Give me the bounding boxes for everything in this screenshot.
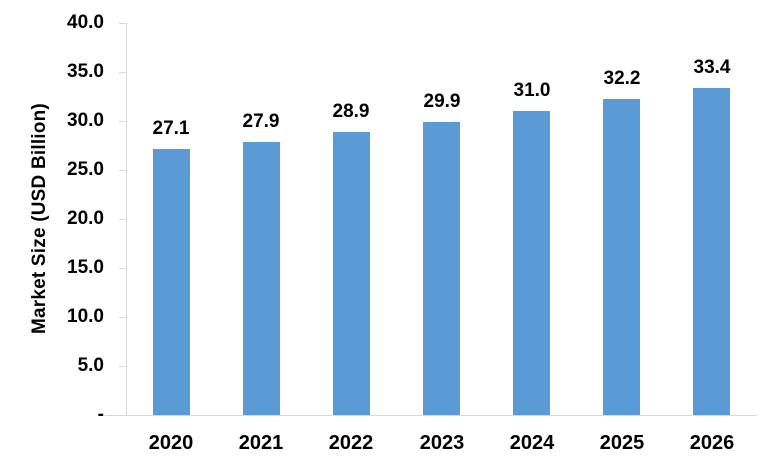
x-tick-label: 2025 [599,432,645,454]
bar-2025 [603,99,640,415]
bar-value-label: 32.2 [603,68,641,89]
x-tick-label: 2022 [328,432,374,454]
y-tick-mark [119,268,126,269]
bar-2023 [423,122,460,415]
y-tick-mark [119,121,126,122]
y-tick-mark [119,366,126,367]
y-tick-label: 25.0 [67,159,104,180]
bar-2022 [333,132,370,415]
y-tick-mark [119,23,126,24]
bar-value-label: 27.1 [152,118,190,139]
y-tick-label: 35.0 [67,61,104,82]
bar-2021 [243,142,280,415]
y-tick-label: - [97,404,104,425]
y-tick-label: 10.0 [67,306,104,327]
y-tick-mark [119,170,126,171]
y-tick-label: 30.0 [67,110,104,131]
bar-value-label: 27.9 [242,111,280,132]
bar-value-label: 33.4 [693,57,731,78]
x-tick-label: 2026 [689,432,735,454]
bar-2020 [153,149,190,415]
y-tick-mark [119,415,126,416]
x-tick-label: 2024 [509,432,555,454]
bar-2026 [693,88,730,415]
y-tick-label: 40.0 [67,12,104,33]
y-tick-label: 5.0 [77,355,104,376]
bar-value-label: 29.9 [423,91,461,112]
bar-2024 [513,111,550,415]
x-tick-label: 2020 [148,432,194,454]
x-tick-label: 2023 [419,432,465,454]
y-tick-mark [119,317,126,318]
y-tick-mark [119,219,126,220]
x-axis-line [105,415,757,416]
y-tick-label: 20.0 [67,208,104,229]
x-tick-label: 2021 [238,432,284,454]
bar-value-label: 31.0 [513,80,551,101]
bar-value-label: 28.9 [332,101,370,122]
y-tick-label: 15.0 [67,257,104,278]
y-axis-line [126,23,127,416]
y-tick-mark [119,72,126,73]
